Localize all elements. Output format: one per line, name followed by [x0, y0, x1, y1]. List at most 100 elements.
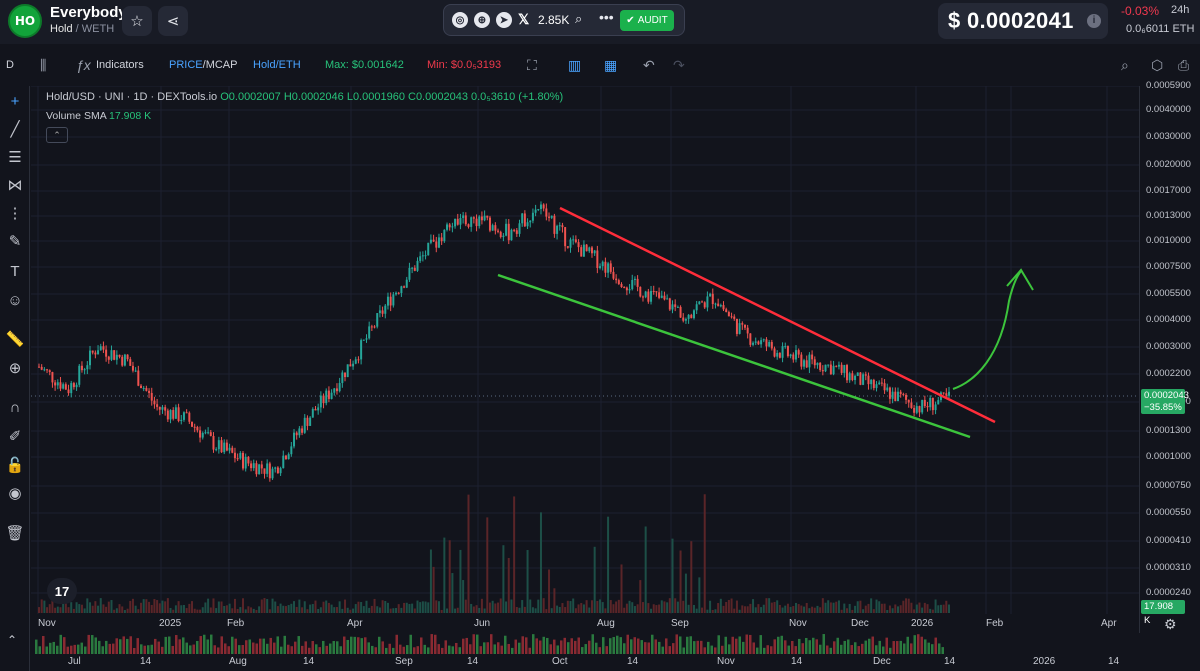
- pair-toggle[interactable]: Hold/ETH: [253, 59, 301, 71]
- mini-volume-bar: [119, 639, 122, 654]
- settings-icon[interactable]: ⬡: [1151, 57, 1164, 73]
- chart-grid: [31, 86, 1139, 633]
- mcap-mode[interactable]: MCAP: [205, 59, 238, 71]
- price-chart[interactable]: [31, 86, 1139, 633]
- price-axis[interactable]: 0.0005900 0.0040000 0.0030000 0.0020000 0.00…: [1139, 80, 1200, 633]
- ruler-icon[interactable]: 📏: [5, 331, 25, 348]
- mini-volume-bar: [511, 647, 514, 654]
- candle-body: [577, 242, 580, 248]
- candle-body: [526, 222, 529, 227]
- price-mode[interactable]: PRICE: [169, 59, 203, 71]
- undo-icon[interactable]: ↶: [643, 57, 655, 73]
- candle-body: [921, 399, 924, 413]
- time-axis[interactable]: Nov 2025 Feb Apr Jun Aug Sep Nov Dec 2026 Feb Apr: [31, 614, 1139, 634]
- candle-body: [604, 261, 607, 273]
- volume-bar: [266, 599, 269, 613]
- volume-bar: [781, 607, 784, 613]
- mini-volume-bar: [161, 646, 164, 654]
- time-label: Aug: [597, 618, 615, 629]
- share-icon[interactable]: ⋖: [158, 6, 188, 36]
- navigator-axis[interactable]: Jul 14 Aug 14 Sep 14 Oct 14 Nov 14 Dec 14 2026 14: [31, 654, 1139, 671]
- candle-body: [813, 359, 816, 366]
- volume-bar: [711, 609, 714, 613]
- candle-body: [94, 352, 97, 355]
- mini-volume-bar: [392, 647, 395, 654]
- pattern-icon[interactable]: ⋈: [7, 177, 23, 194]
- mini-volume-bar: [371, 645, 374, 654]
- compare-icon[interactable]: ▦: [604, 57, 618, 73]
- navigator-label: Sep: [395, 656, 413, 667]
- volume-bar: [346, 607, 349, 613]
- brush-icon[interactable]: ✎: [8, 233, 22, 250]
- candle-body: [752, 342, 755, 345]
- candle-body: [432, 239, 435, 242]
- candle-type-icon[interactable]: ⫼: [40, 57, 47, 73]
- zoom-in-icon[interactable]: ⊕: [8, 360, 22, 377]
- mini-volume-bar: [840, 644, 843, 654]
- info-icon[interactable]: i: [1087, 14, 1101, 28]
- volume-bar: [891, 608, 894, 613]
- mini-volume-bar: [780, 635, 783, 654]
- magnet-icon[interactable]: ∩: [9, 399, 21, 416]
- eye-icon[interactable]: ◉: [8, 485, 22, 502]
- lock-icon[interactable]: 🔓: [5, 457, 25, 474]
- fib-icon[interactable]: ⋮: [7, 205, 23, 222]
- candle-body: [510, 229, 513, 241]
- candle-body: [545, 208, 548, 217]
- candle-body: [641, 296, 644, 298]
- x-twitter-icon[interactable]: 𝕏: [518, 11, 530, 27]
- mini-volume-bar: [325, 645, 328, 654]
- chart-style-icon[interactable]: ▥: [568, 57, 582, 73]
- volume-bar: [158, 603, 161, 613]
- token-logo[interactable]: HO: [8, 4, 42, 38]
- search-icon[interactable]: ⌕: [575, 11, 583, 26]
- fullscreen-icon[interactable]: ⛶: [527, 57, 537, 73]
- horizontal-lines-icon[interactable]: ☰: [8, 149, 22, 166]
- redo-icon[interactable]: ↷: [673, 57, 685, 73]
- volume-bar: [486, 517, 489, 613]
- trash-icon[interactable]: 🗑: [5, 525, 25, 542]
- lock-drawing-icon[interactable]: ✐: [8, 428, 22, 445]
- text-tool-icon[interactable]: T: [10, 263, 20, 280]
- mini-volume-bar: [290, 646, 293, 654]
- volume-bar: [816, 605, 819, 613]
- telegram-icon[interactable]: ➤: [496, 12, 512, 28]
- navigator-label: Oct: [552, 656, 568, 667]
- mini-volume-bar: [710, 645, 713, 654]
- favorite-star-icon[interactable]: ☆: [122, 6, 152, 36]
- price-mcap-toggle[interactable]: PRICE/MCAP: [169, 59, 238, 71]
- mini-volume-bar: [234, 638, 237, 654]
- candle-body: [620, 284, 623, 288]
- volume-bar: [599, 599, 602, 613]
- price-box: $ 0.0002041 i: [938, 3, 1108, 39]
- chevron-up-icon[interactable]: ⌃: [46, 127, 68, 143]
- candle-body: [341, 372, 344, 383]
- emoji-icon[interactable]: ☺: [7, 292, 23, 309]
- indicators-icon[interactable]: ƒx: [76, 57, 91, 73]
- candle-body: [360, 340, 363, 360]
- audit-button[interactable]: ✔ AUDIT: [620, 10, 674, 31]
- mini-volume-bar: [329, 643, 332, 654]
- volume-bar: [566, 600, 569, 613]
- trendline-icon[interactable]: ╱: [10, 121, 20, 138]
- snapshot-icon[interactable]: ⎙: [1178, 57, 1190, 73]
- candle-body: [421, 255, 424, 257]
- chevron-up-icon[interactable]: ⌃: [7, 633, 18, 647]
- candle-body: [327, 390, 330, 399]
- mini-volume-bar: [147, 645, 150, 654]
- gear-icon[interactable]: ⚙: [1164, 616, 1177, 632]
- volume-bar: [915, 604, 918, 613]
- interval-selector[interactable]: D: [6, 59, 14, 71]
- tradingview-logo[interactable]: 17: [47, 578, 77, 604]
- volume-bar: [193, 608, 196, 613]
- volume-bar: [687, 604, 690, 613]
- quick-search-icon[interactable]: ⌕: [1121, 57, 1129, 73]
- mini-volume-bar: [577, 637, 580, 654]
- mini-volume-bar: [56, 645, 59, 654]
- indicators-button[interactable]: Indicators: [96, 59, 144, 71]
- crosshair-icon[interactable]: +: [10, 93, 20, 110]
- volume-bar: [703, 494, 706, 613]
- more-icon[interactable]: •••: [599, 9, 614, 25]
- website-icon[interactable]: ◎: [452, 12, 468, 28]
- globe-icon[interactable]: ⊕: [474, 12, 490, 28]
